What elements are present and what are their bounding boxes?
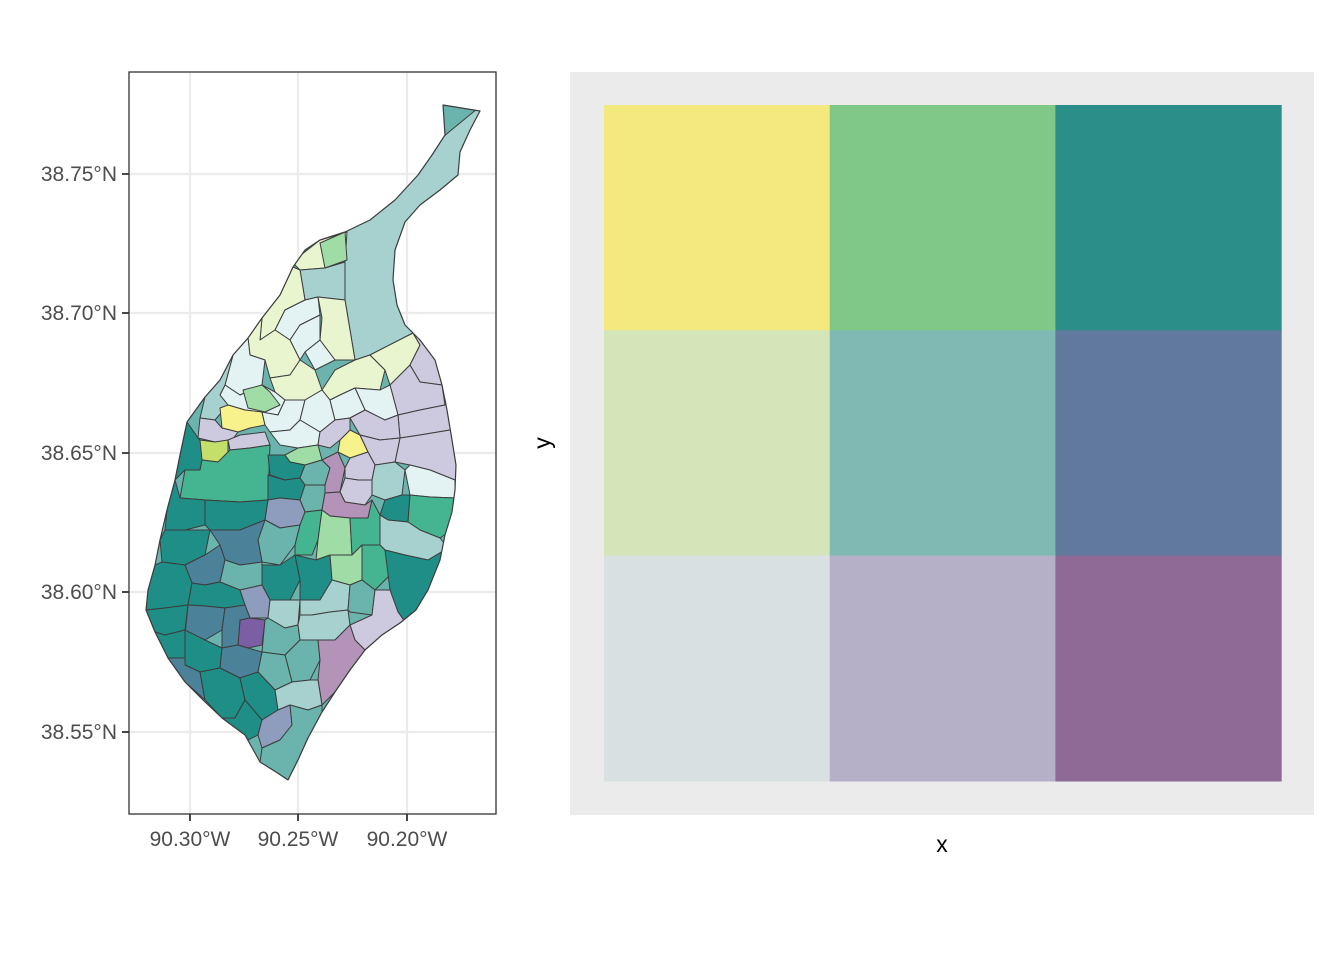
legend-cell-r1-c2	[829, 105, 1056, 331]
legend-xlabel: x	[936, 831, 948, 857]
region-north-13[interactable]	[242, 384, 281, 413]
region-sw-5[interactable]	[294, 509, 323, 556]
legend-cell-r3-c2	[829, 555, 1056, 782]
legend-cell-r3-c1	[604, 555, 831, 782]
legend-cell-r1-c1	[604, 105, 831, 331]
map-axis-labels: 38.75°N 38.70°N 38.65°N 38.60°N 38.55°N …	[41, 163, 448, 851]
map-panel-border	[128, 71, 497, 815]
lat-label-3: 38.65°N	[41, 442, 117, 465]
region-west-3[interactable]	[197, 417, 239, 443]
lat-label-4: 38.60°N	[41, 581, 117, 604]
region-s-10[interactable]	[237, 617, 266, 649]
legend-cell-r3-c3	[1055, 555, 1282, 782]
legend-panel: x y	[529, 72, 1314, 857]
region-north-8[interactable]	[304, 339, 336, 371]
region-wc-5[interactable]	[371, 461, 406, 501]
lat-label-5: 38.55°N	[41, 721, 117, 744]
legend-cell-r2-c2	[829, 330, 1056, 557]
lon-label-3: 90.20°W	[367, 828, 448, 851]
legend-cell-r1-c3	[1055, 105, 1282, 331]
region-central-6[interactable]	[317, 417, 351, 449]
region-s-11[interactable]	[221, 604, 251, 649]
legend-cell-r2-c1	[604, 330, 831, 557]
lat-label-1: 38.75°N	[41, 163, 117, 186]
lon-label-1: 90.30°W	[150, 828, 231, 851]
legend-grid	[604, 105, 1282, 782]
lon-label-2: 90.25°W	[258, 828, 339, 851]
lat-label-2: 38.70°N	[41, 302, 117, 325]
legend-cell-r2-c3	[1055, 330, 1282, 557]
region-s-26[interactable]	[259, 704, 323, 780]
region-north-2[interactable]	[319, 231, 348, 269]
city-outline	[145, 104, 481, 781]
region-sw-6[interactable]	[315, 509, 353, 561]
map-panel: 38.75°N 38.70°N 38.65°N 38.60°N 38.55°N …	[41, 71, 497, 851]
map-axis-ticks	[122, 173, 408, 821]
legend-ylabel: y	[529, 437, 555, 449]
